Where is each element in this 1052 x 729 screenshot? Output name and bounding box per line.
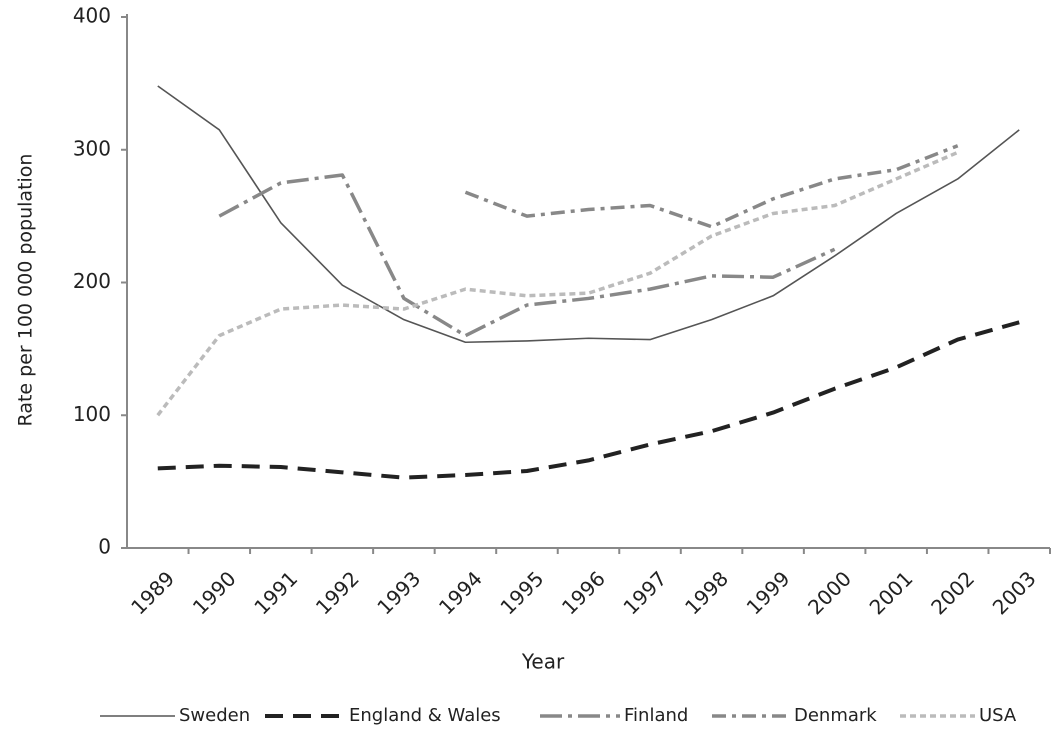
axes [126, 14, 1050, 549]
x-tick-label: 1996 [557, 566, 610, 619]
x-tick-label: 2003 [988, 566, 1041, 619]
x-tick-label: 1998 [680, 566, 733, 619]
legend-label: Sweden [179, 705, 250, 726]
y-axis-label: Rate per 100 000 population [15, 154, 37, 427]
x-tick-label: 1994 [434, 566, 487, 619]
x-tick-label: 1999 [742, 566, 795, 619]
x-tick-label: 1991 [249, 566, 302, 619]
x-axis-label: Year [521, 650, 565, 674]
y-tick-label: 400 [73, 4, 111, 28]
x-tick-label: 1990 [188, 566, 241, 619]
x-tick-label: 1997 [618, 566, 671, 619]
legend-label: England & Wales [349, 705, 501, 726]
series-line [464, 144, 959, 229]
y-tick-label: 200 [73, 269, 111, 293]
legend-label: USA [979, 705, 1017, 726]
y-tick-label: 300 [73, 136, 111, 160]
series-line [157, 320, 1020, 480]
x-tick-label: 1992 [311, 566, 364, 619]
x-tick-label: 2000 [803, 566, 856, 619]
series-line [218, 173, 836, 338]
series-line [157, 85, 1020, 344]
x-tick-label: 1995 [495, 566, 548, 619]
y-tick-label: 100 [73, 402, 111, 426]
x-tick-label: 2002 [926, 566, 979, 619]
x-tick-label: 2001 [865, 566, 918, 619]
legend-label: Finland [624, 705, 688, 726]
series-line [156, 150, 959, 417]
legend-label: Denmark [794, 705, 877, 726]
x-tick-label: 1989 [126, 566, 179, 619]
y-tick-label: 0 [98, 535, 111, 559]
x-tick-label: 1993 [372, 566, 425, 619]
